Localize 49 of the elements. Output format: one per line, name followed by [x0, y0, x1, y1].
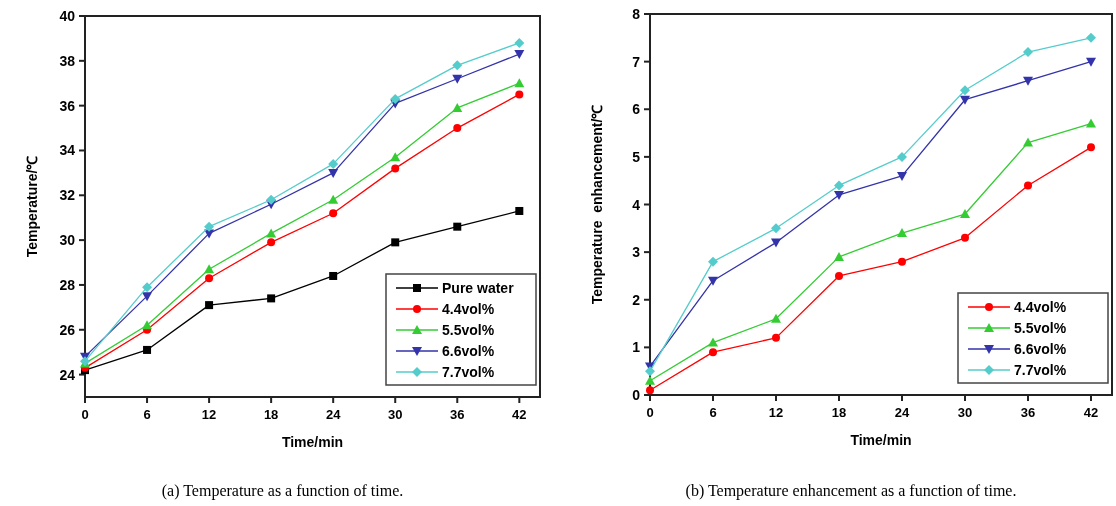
- x-tick-label: 30: [957, 405, 973, 420]
- text: (a) Temperature as a function of time.: [161, 482, 404, 500]
- y-tick-label: 38: [59, 52, 76, 69]
- x-tick-label: 24: [325, 407, 342, 422]
- y-tick-label: 28: [59, 276, 76, 293]
- y-tick-label: 6: [632, 101, 641, 118]
- y-axis-title: Temperature/℃: [24, 155, 40, 258]
- y-tick-label: 2: [632, 291, 641, 308]
- y-tick-label: 32: [59, 187, 76, 204]
- legend-label: 7.7vol%: [442, 364, 495, 380]
- x-tick-label: 0: [646, 405, 654, 420]
- y-tick-label: 0: [632, 387, 641, 403]
- x-tick-label: 6: [709, 405, 717, 420]
- y-tick-label: 24: [59, 366, 76, 383]
- legend-label: 6.6vol%: [1014, 341, 1067, 357]
- legend-label: 5.5vol%: [442, 322, 495, 338]
- x-axis-title: Time/min: [850, 432, 912, 448]
- y-tick-label: 34: [59, 142, 76, 159]
- y-tick-label: 4: [632, 196, 641, 213]
- x-tick-label: 24: [894, 405, 910, 420]
- y-tick-label: 5: [632, 148, 641, 165]
- y-tick-label: 1: [632, 339, 641, 356]
- y-tick-label: 36: [59, 97, 76, 114]
- x-tick-label: 42: [1083, 405, 1099, 420]
- y-tick-label: 26: [59, 321, 76, 338]
- legend-label: Pure water: [442, 280, 515, 296]
- x-tick-label: 36: [450, 407, 465, 422]
- legend-label: 4.4vol%: [1014, 299, 1067, 315]
- x-tick-label: 18: [263, 407, 279, 422]
- legend-label: 6.6vol%: [442, 343, 495, 359]
- text: (b) Temperature enhancement as a function of time.: [685, 482, 1017, 500]
- x-tick-label: 0: [81, 407, 89, 422]
- y-tick-label: 40: [59, 8, 76, 24]
- y-tick-label: 30: [59, 232, 76, 249]
- x-tick-label: 12: [768, 405, 784, 420]
- legend-label: 7.7vol%: [1014, 362, 1067, 378]
- x-tick-label: 6: [143, 407, 151, 422]
- y-axis-title: Temperature enhancement/℃: [589, 104, 605, 305]
- y-tick-label: 7: [632, 53, 641, 70]
- x-tick-label: 12: [201, 407, 217, 422]
- y-tick-label: 8: [632, 6, 641, 22]
- x-tick-label: 18: [831, 405, 847, 420]
- x-tick-label: 36: [1020, 405, 1036, 420]
- x-axis-title: Time/min: [281, 434, 344, 450]
- x-tick-label: 30: [387, 407, 403, 422]
- y-tick-label: 3: [632, 244, 641, 261]
- legend-label: 5.5vol%: [1014, 320, 1067, 336]
- legend-label: 4.4vol%: [442, 301, 495, 317]
- x-tick-label: 42: [512, 407, 527, 422]
